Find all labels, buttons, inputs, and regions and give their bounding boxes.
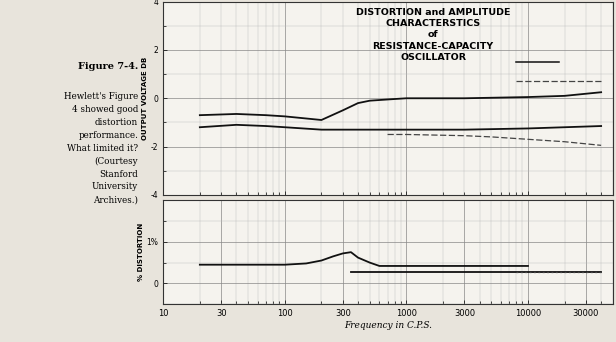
Text: Hewlett's Figure
4 showed good
distortion
performance.
What limited it?
(Courtes: Hewlett's Figure 4 showed good distortio… (64, 92, 138, 204)
X-axis label: Frequency in C.P.S.: Frequency in C.P.S. (344, 321, 432, 330)
Y-axis label: % DISTORTION: % DISTORTION (138, 223, 144, 281)
Text: Figure 7-4.: Figure 7-4. (78, 62, 138, 70)
Text: DISTORTION and AMPLITUDE
CHARACTERSTICS
of
RESISTANCE-CAPACITY
OSCILLATOR: DISTORTION and AMPLITUDE CHARACTERSTICS … (356, 8, 510, 62)
Y-axis label: OUTPUT VOLTAGE DB: OUTPUT VOLTAGE DB (142, 57, 148, 140)
